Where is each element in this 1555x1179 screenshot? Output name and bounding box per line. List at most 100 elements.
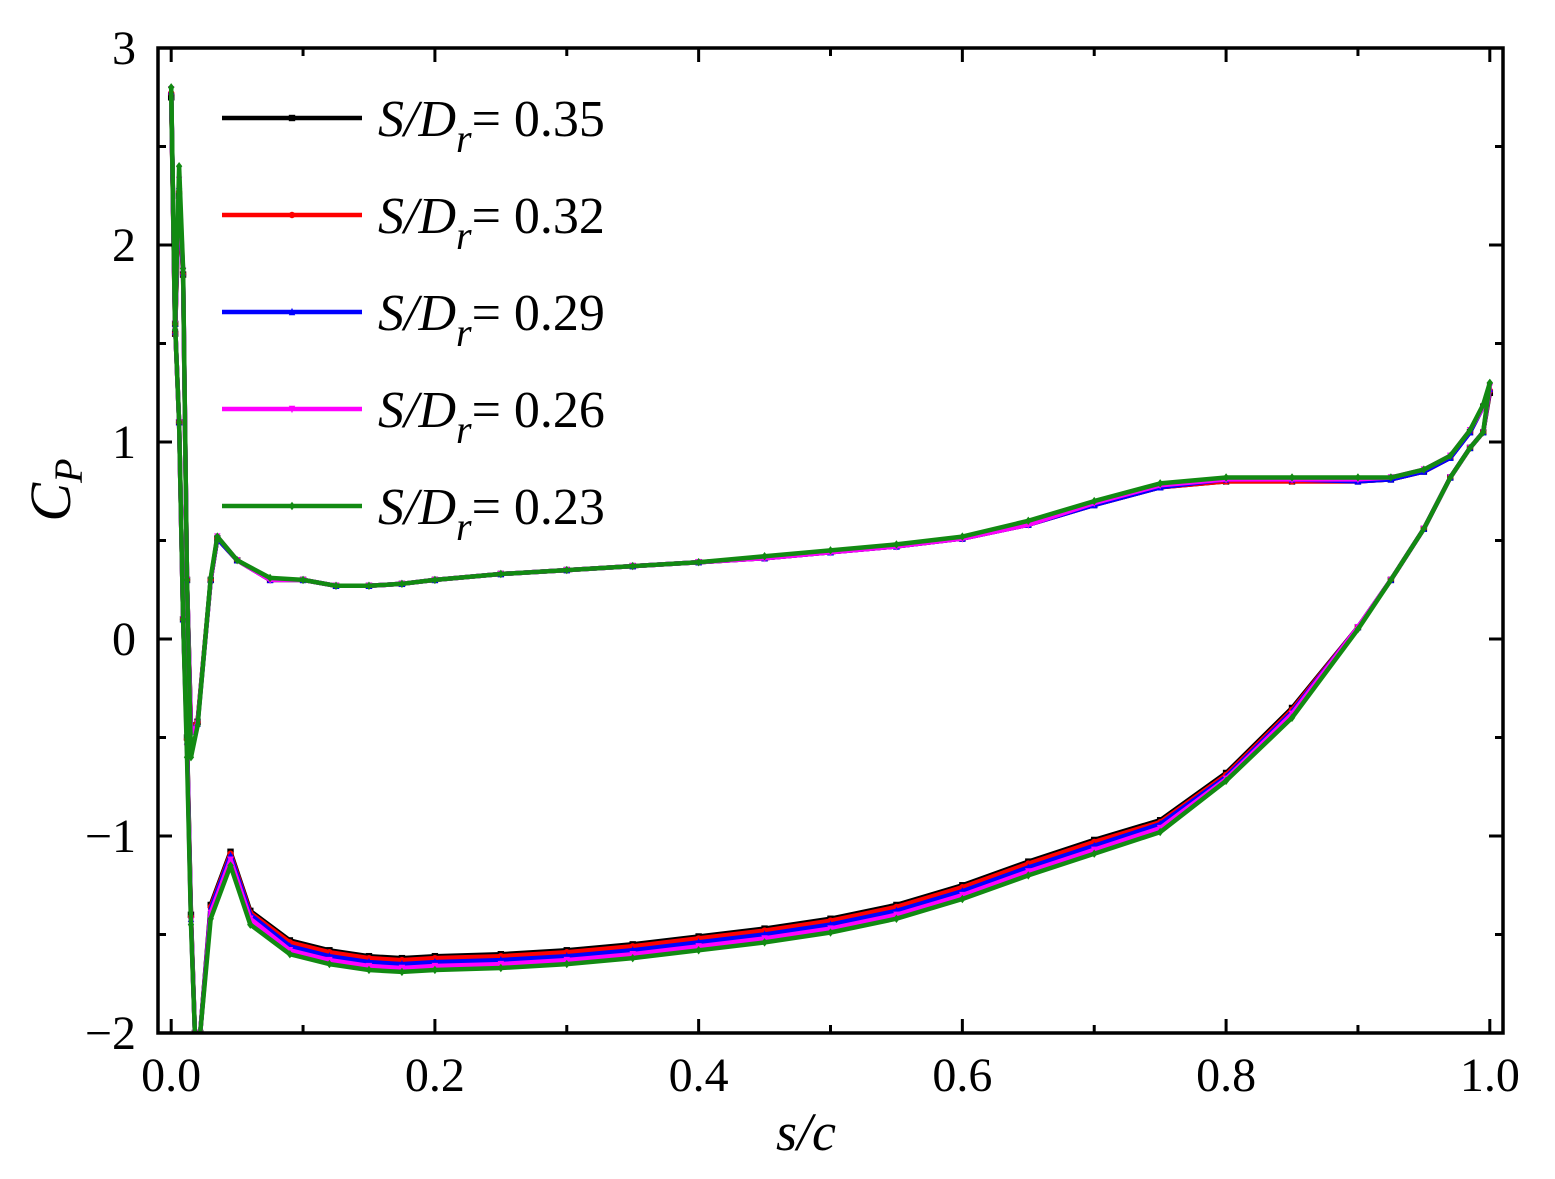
data-point [326, 959, 333, 969]
legend-marker [288, 114, 296, 122]
data-point [187, 753, 195, 762]
data-point [893, 540, 900, 549]
data-point [1420, 465, 1428, 474]
data-point [1025, 516, 1032, 525]
data-point [629, 561, 636, 571]
data-point [1387, 473, 1395, 482]
data-point [431, 965, 439, 975]
series-line-lower [168, 97, 1493, 1033]
data-point [827, 928, 834, 937]
x-tick-label: 0.0 [141, 1049, 201, 1102]
y-axis-title-sub: P [46, 458, 91, 483]
x-tick-label: 0.8 [1196, 1049, 1256, 1102]
series-line-lower [168, 89, 1493, 1033]
data-point [1387, 575, 1395, 585]
data-point [1288, 473, 1296, 482]
legend-marker [288, 211, 296, 219]
data-point [183, 753, 191, 762]
data-point [167, 83, 175, 92]
data-point [365, 581, 373, 591]
series-line-upper [168, 87, 1492, 760]
data-point [183, 575, 191, 585]
y-axis-title: CP [18, 458, 91, 521]
y-tick-label: 2 [112, 219, 136, 272]
data-point [1091, 496, 1098, 506]
series-5 [167, 83, 1494, 1033]
x-tick-label: 0.6 [932, 1049, 992, 1102]
data-point [207, 914, 214, 923]
data-point [1354, 473, 1362, 482]
data-point [563, 565, 570, 575]
series-line-upper [168, 97, 1492, 730]
legend-entry: S/Dr= 0.35 [222, 91, 605, 161]
x-tick-label: 0.4 [669, 1049, 729, 1102]
data-point [332, 581, 340, 591]
data-point [233, 556, 241, 565]
data-point [1486, 378, 1494, 388]
series-line-upper [168, 93, 1492, 732]
data-point [179, 264, 187, 273]
data-point [227, 856, 234, 864]
legend-entry: S/Dr= 0.32 [222, 188, 605, 258]
data-point [1288, 713, 1296, 722]
data-point [175, 418, 183, 427]
tick-label-layer: 0.0 0.2 0.4 0.6 0.8 1.0 −2 −1 0 1 2 3 [85, 22, 1520, 1102]
legend-entry: S/Dr= 0.23 [222, 479, 605, 549]
series-line-upper [168, 89, 1492, 736]
data-point [1466, 425, 1474, 435]
y-tick-label: −1 [85, 810, 136, 863]
series-4 [167, 86, 1494, 1033]
data-point [827, 546, 834, 555]
data-point [398, 967, 406, 977]
data-point [629, 953, 636, 963]
legend-entry: S/Dr= 0.26 [222, 382, 605, 452]
data-point [1420, 524, 1428, 533]
y-tick-label: 1 [112, 416, 136, 469]
series-layer [167, 83, 1494, 1033]
legend-label: S/Dr= 0.35 [378, 91, 605, 161]
data-point [266, 573, 274, 583]
data-point [959, 894, 966, 904]
y-axis-title-main: C [18, 482, 83, 522]
data-point [761, 552, 768, 561]
data-point [497, 963, 505, 973]
series-line-lower [168, 91, 1493, 1033]
y-tick-label: −2 [85, 1007, 136, 1060]
data-point [1354, 624, 1362, 634]
data-point [286, 950, 294, 959]
legend-label: S/Dr= 0.26 [378, 382, 605, 452]
data-point [247, 920, 254, 929]
data-point [1025, 871, 1032, 880]
legend-label: S/Dr= 0.23 [378, 479, 605, 549]
data-point [893, 914, 900, 923]
x-axis-title: s/c [776, 1102, 836, 1162]
plot-frame [156, 46, 1505, 1035]
data-point [1447, 451, 1454, 460]
data-point [761, 938, 768, 947]
legend-label: S/Dr= 0.29 [378, 285, 605, 355]
data-point [194, 721, 201, 730]
legend: S/Dr= 0.35 S/Dr= 0.32 S/Dr= 0.29 S/Dr= 0.26… [222, 91, 605, 549]
data-point [1156, 827, 1164, 837]
data-point [299, 575, 307, 585]
legend-marker [288, 307, 296, 316]
tick-layer [158, 46, 1503, 1035]
data-point [1447, 473, 1454, 482]
series-line-lower [168, 87, 1493, 1033]
data-point [1466, 443, 1474, 453]
data-point [171, 319, 179, 328]
data-point [187, 920, 195, 929]
y-tick-label: 0 [112, 613, 136, 666]
data-point [695, 557, 702, 567]
data-point [959, 532, 966, 541]
data-point [1480, 427, 1487, 437]
data-point [175, 162, 183, 171]
data-point [1091, 849, 1098, 858]
data-point [179, 615, 187, 624]
data-point [207, 573, 214, 583]
legend-label: S/Dr= 0.32 [378, 188, 605, 258]
data-point [695, 946, 702, 955]
data-point [398, 579, 406, 589]
data-point [214, 532, 221, 541]
